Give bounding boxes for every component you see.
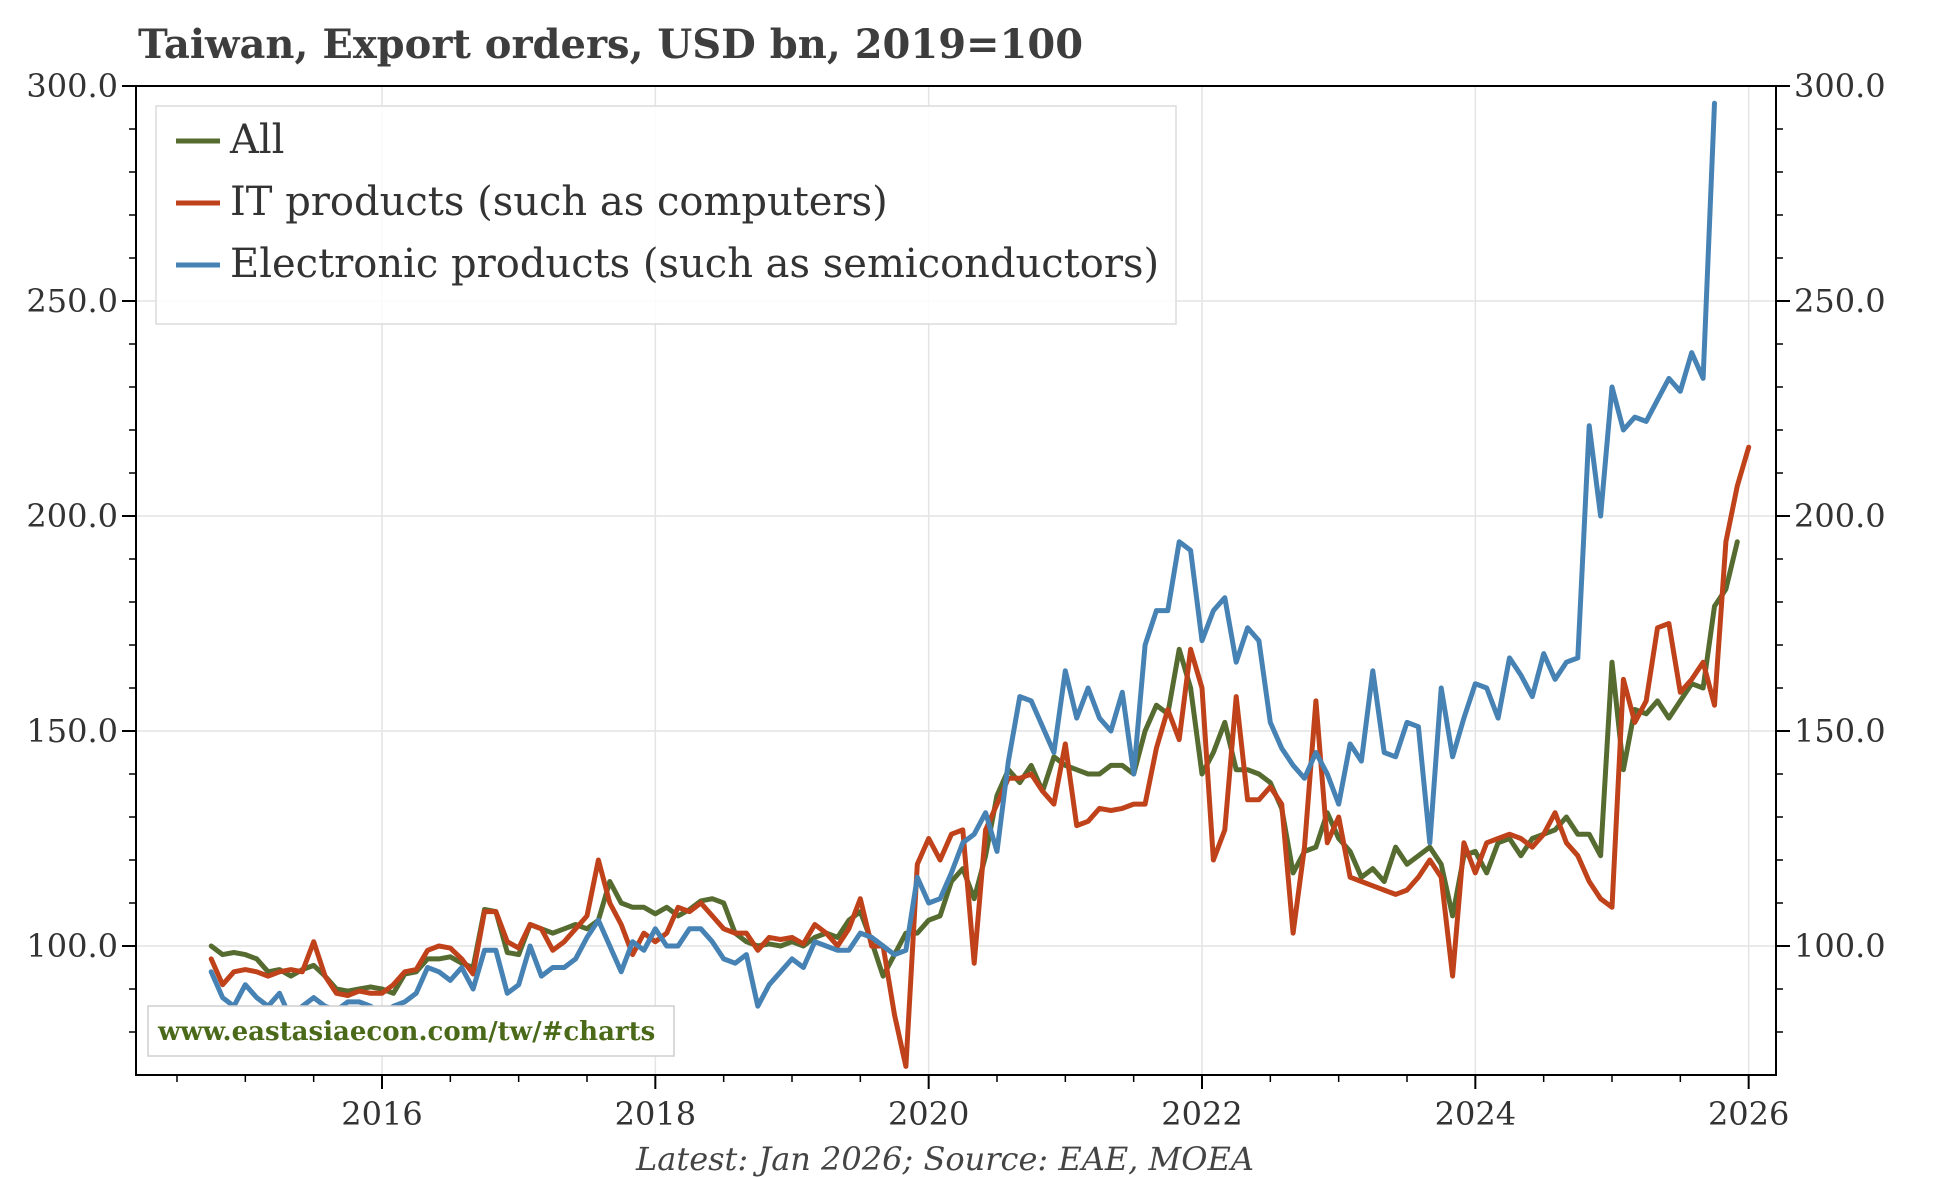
y-tick-label-left: 300.0 — [26, 67, 118, 105]
y-tick-label-right: 200.0 — [1794, 497, 1886, 535]
x-tick-label: 2022 — [1161, 1095, 1242, 1133]
legend: All IT products (such as computers) Electr… — [155, 105, 1177, 325]
series-line-it — [208, 444, 1752, 1069]
y-tick-label-right: 100.0 — [1794, 927, 1886, 965]
y-tick-label-right: 300.0 — [1794, 67, 1886, 105]
x-tick-label: 2018 — [615, 1095, 696, 1133]
plot-frame — [135, 85, 1777, 1076]
watermark-box — [147, 1005, 675, 1057]
y-tick-label-right: 250.0 — [1794, 282, 1886, 320]
y-tick-label-left: 150.0 — [26, 712, 118, 750]
legend-box — [155, 105, 1177, 325]
series-line-elec — [208, 100, 1717, 1022]
x-tick-label: 2016 — [341, 1095, 422, 1133]
source-note: Latest: Jan 2026; Source: EAE, MOEA — [635, 1140, 1254, 1178]
legend-label-all: All — [229, 117, 284, 163]
legend-label-elec: Electronic products (such as semiconduct… — [230, 241, 1159, 287]
y-axis-left: 100.0 150.0 200.0 250.0 300.0 — [26, 67, 136, 1033]
y-tick-label-left: 200.0 — [26, 497, 118, 535]
y-tick-label-right: 150.0 — [1794, 712, 1886, 750]
y-tick-label-left: 100.0 — [26, 927, 118, 965]
y-axis-right: 100.0 150.0 200.0 250.0 300.0 — [1776, 67, 1886, 1033]
series-line-all — [208, 539, 1740, 996]
legend-label-it: IT products (such as computers) — [230, 179, 888, 225]
x-tick-label: 2020 — [888, 1095, 969, 1133]
y-tick-label-left: 250.0 — [26, 282, 118, 320]
x-tick-label: 2024 — [1435, 1095, 1516, 1133]
watermark: www.eastasiaecon.com/tw/#charts — [147, 1005, 675, 1057]
chart-title: Taiwan, Export orders, USD bn, 2019=100 — [138, 21, 1083, 68]
x-axis: 2016 2018 2020 2022 2024 2026 — [176, 1075, 1789, 1133]
series-lines — [208, 100, 1752, 1069]
watermark-text: www.eastasiaecon.com/tw/#charts — [157, 1017, 655, 1047]
x-tick-label: 2026 — [1708, 1095, 1789, 1133]
